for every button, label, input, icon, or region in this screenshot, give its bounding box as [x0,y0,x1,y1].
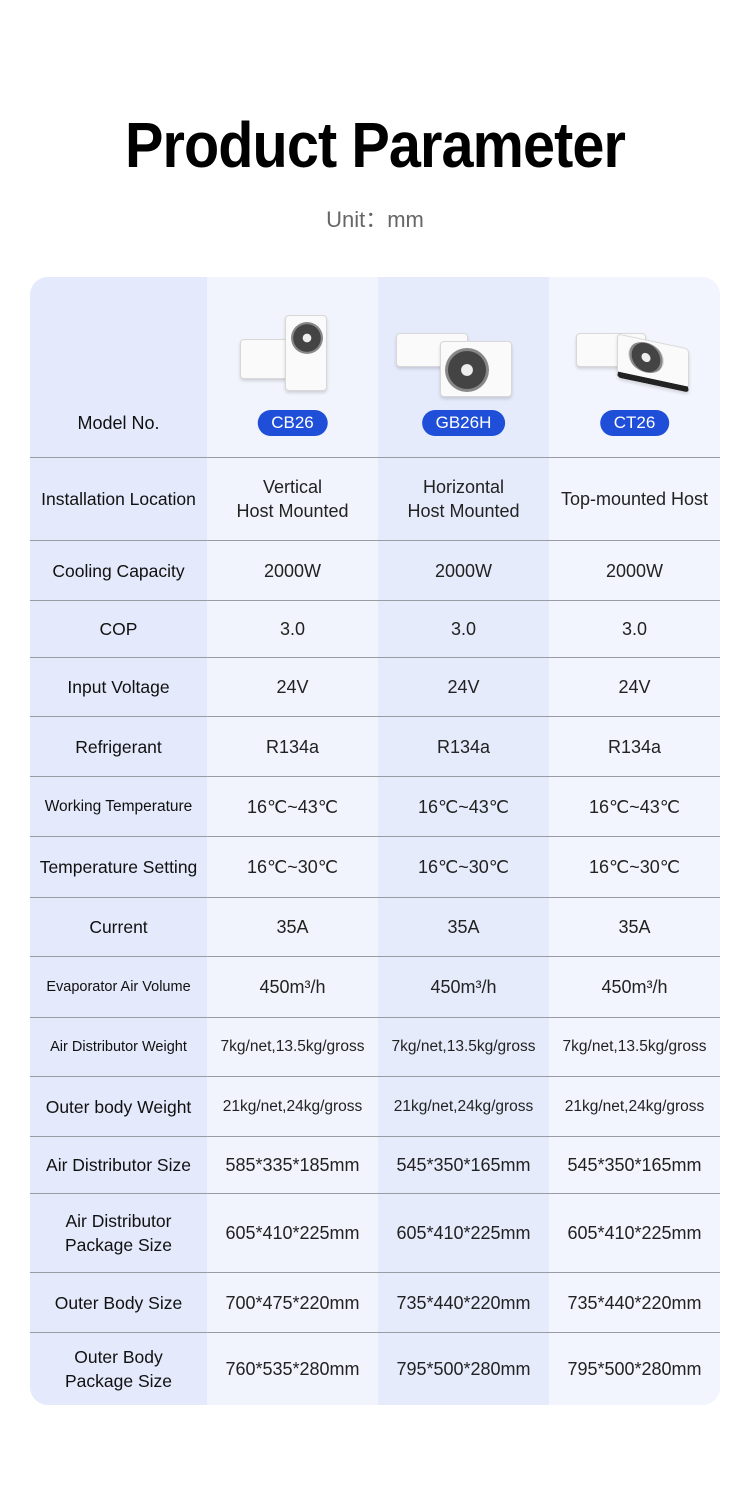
cell-line: Horizontal [422,477,505,497]
cell-value: 7kg/net,13.5kg/gross [220,1038,365,1055]
cell-value: 3.0 [279,619,306,639]
cell-value: 16℃~43℃ [418,796,509,817]
cell-line: Host Mounted [236,501,349,521]
table-row: Temperature Setting 16℃~30℃ 16℃~30℃ 16℃~30℃ [30,836,720,897]
model-header: Model No. CB26 GB26H CT26 [30,277,720,457]
cell-value: 735*440*220mm [396,1292,531,1313]
cell-value: R134a [607,736,662,757]
cell-value: 450m³/h [259,977,326,997]
cell-value: 585*335*185mm [225,1155,360,1175]
cell-value: 35A [276,917,309,937]
table-row: Current 35A 35A 35A [30,897,720,956]
cell-value: 545*350*165mm [567,1155,702,1175]
cell-value: 7kg/net,13.5kg/gross [562,1038,707,1055]
cell-value: 24V [276,677,309,697]
cell-value: Vertical Host Mounted [207,458,378,540]
table-row: Outer Body Size 700*475*220mm 735*440*220m… [30,1272,720,1332]
table-row: Refrigerant R134a R134a R134a [30,716,720,776]
cell-value: Horizontal Host Mounted [378,458,549,540]
cell-value: 35A [618,917,651,937]
cell-value: Top-mounted Host [549,458,720,540]
row-label: Outer body Weight [45,1096,192,1117]
page-title: Product Parameter [124,109,626,181]
cell-line: Package Size [64,1371,172,1391]
cell-value: R134a [436,736,491,757]
cell-line: Vertical [262,477,323,497]
row-label: Temperature Setting [39,857,198,877]
cell-value: 735*440*220mm [567,1292,702,1313]
model-label: Model No. [77,413,160,433]
table-row: Evaporator Air Volume 450m³/h 450m³/h 450m³… [30,956,720,1017]
table-row: Working Temperature 16℃~43℃ 16℃~43℃ 16℃~43℃ [30,776,720,836]
cell-value: 795*500*280mm [567,1359,702,1379]
table-row: Input Voltage 24V 24V 24V [30,657,720,716]
row-label: COP [99,619,138,639]
cell-value: 605*410*225mm [225,1223,360,1243]
cell-value: 2000W [434,560,493,581]
cell-value: 24V [618,677,651,697]
cell-value: 7kg/net,13.5kg/gross [391,1038,536,1055]
cell-value: 21kg/net,24kg/gross [222,1097,363,1115]
product-gb26h: GB26H [378,277,549,457]
cell-value: 795*500*280mm [396,1359,531,1379]
unit-note: Unit：mm [326,207,424,232]
row-label: Air Distributor Weight [50,1039,187,1055]
row-label: Working Temperature [44,797,193,815]
row-label: Refrigerant [75,736,162,757]
cell-value: 545*350*165mm [396,1155,531,1175]
row-label: Evaporator Air Volume [46,979,191,995]
cell-value: 35A [447,917,480,937]
cell-value: 2000W [263,560,322,581]
cell-value: 605*410*225mm [396,1223,531,1243]
cell-value: 16℃~30℃ [418,857,509,877]
table-row: Air Distributor Weight 7kg/net,13.5kg/gro… [30,1017,720,1076]
cell-line: Top-mounted Host [560,489,709,509]
product-ct26: CT26 [549,277,720,457]
cell-value: 700*475*220mm [225,1292,360,1313]
row-label: Input Voltage [67,677,170,697]
cell-value: 24V [447,677,480,697]
product-cb26: CB26 [207,277,378,457]
cell-value: 16℃~30℃ [247,857,338,877]
table-row: COP 3.0 3.0 3.0 [30,600,720,657]
row-label: Outer Body Size [54,1292,183,1313]
cell-value: 16℃~30℃ [589,857,680,877]
parameter-table: Model No. CB26 GB26H CT26 Installation L… [30,277,720,1405]
row-label: Cooling Capacity [52,560,185,581]
cell-value: 3.0 [450,619,477,639]
cell-line: Package Size [64,1235,172,1255]
cell-value: 21kg/net,24kg/gross [393,1097,534,1115]
row-label: Outer Body Package Size [30,1333,207,1405]
cell-value: 2000W [605,560,664,581]
table-row: Cooling Capacity 2000W 2000W 2000W [30,540,720,600]
cell-line: Air Distributor [65,1211,172,1231]
model-badge: CT26 [599,410,670,436]
table-row: Installation Location Vertical Host Mounte… [30,457,720,540]
table-row: Outer body Weight 21kg/net,24kg/gross 21kg… [30,1076,720,1136]
table-row: Outer Body Package Size 760*535*280mm 795*5… [30,1332,720,1405]
cell-value: 450m³/h [430,977,497,997]
cell-value: 760*535*280mm [225,1359,360,1379]
model-badge: CB26 [257,410,328,436]
cell-line: Host Mounted [407,501,520,521]
cell-value: R134a [265,736,320,757]
row-label: Installation Location [41,489,196,509]
row-label: Air Distributor Package Size [30,1194,207,1272]
table-row: Air Distributor Size 585*335*185mm 545*350… [30,1136,720,1193]
cell-value: 16℃~43℃ [247,796,338,817]
cell-value: 21kg/net,24kg/gross [564,1097,705,1115]
cell-value: 16℃~43℃ [589,796,680,817]
cell-value: 3.0 [621,619,648,639]
cell-line: Outer Body [74,1347,163,1367]
cell-value: 605*410*225mm [567,1223,702,1243]
table-row: Air Distributor Package Size 605*410*225mm… [30,1193,720,1272]
cell-value: 450m³/h [601,977,668,997]
model-badge: GB26H [421,410,506,436]
row-label: Current [89,917,148,937]
row-label: Air Distributor Size [46,1155,191,1175]
